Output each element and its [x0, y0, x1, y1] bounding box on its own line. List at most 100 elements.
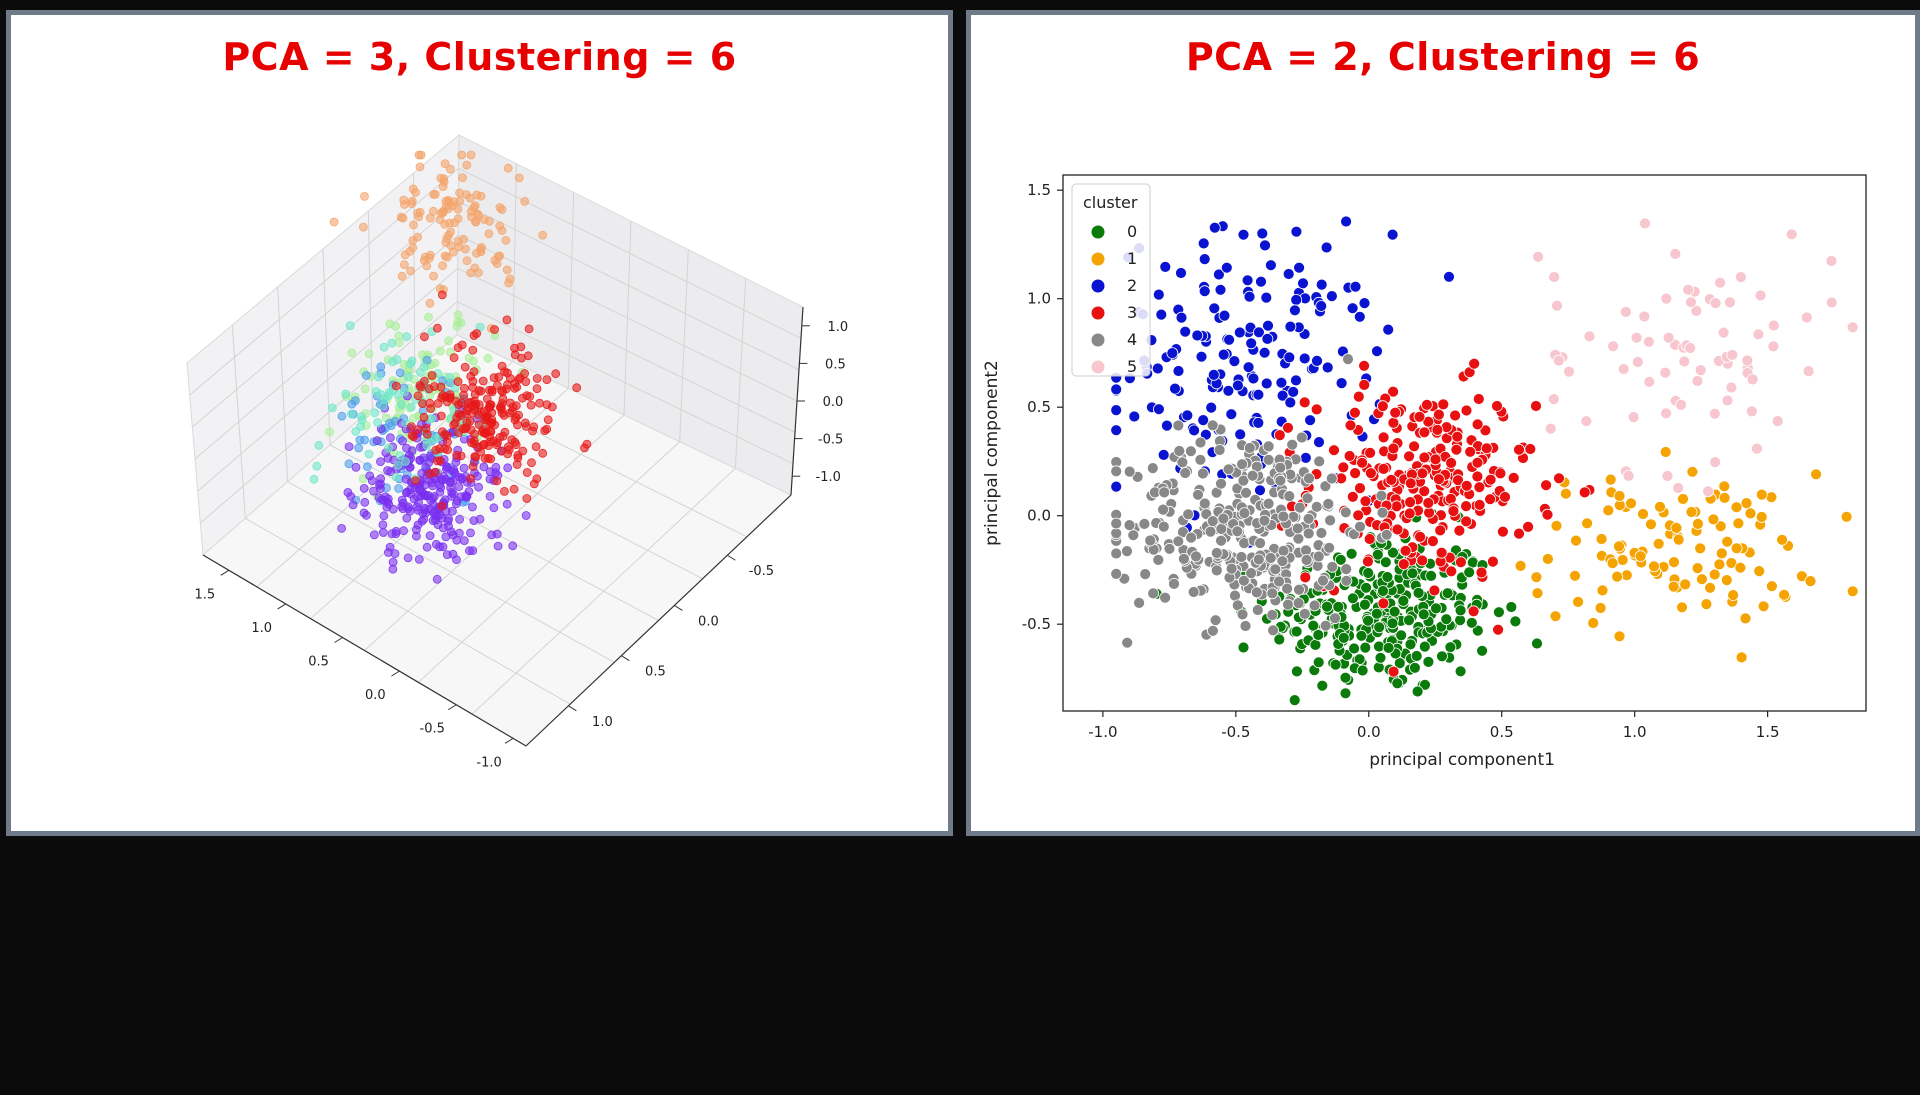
y-tick-label: -0.5 [749, 564, 774, 579]
scatter-point-cluster-3 [1423, 506, 1436, 519]
scatter-point-3d-series-3 [468, 546, 478, 555]
scatter-point-3d-series-5 [507, 406, 517, 416]
scatter-point-cluster-5 [1660, 407, 1672, 420]
scatter-point-3d-series-0 [407, 199, 417, 209]
scatter-point-cluster-1 [1587, 617, 1600, 629]
scatter-point-cluster-1 [1613, 630, 1626, 643]
scatter-point-cluster-3 [1344, 419, 1357, 432]
scatter-point-cluster-3 [1348, 406, 1361, 419]
scatter-point-cluster-1 [1530, 571, 1543, 584]
scatter-point-cluster-4 [1237, 574, 1250, 587]
scatter-point-3d-series-0 [443, 204, 453, 214]
scatter-point-3d-series-4 [356, 412, 366, 422]
scatter-point-cluster-4 [1213, 444, 1226, 456]
scatter-point-cluster-0 [1360, 581, 1373, 594]
scatter-point-3d-series-0 [476, 191, 486, 201]
scatter-point-cluster-2 [1297, 277, 1309, 290]
scatter-point-3d-series-0 [429, 271, 439, 281]
scatter-point-cluster-2 [1252, 388, 1265, 401]
scatter-point-cluster-5 [1669, 247, 1682, 260]
scatter-point-cluster-1 [1694, 542, 1707, 555]
scatter-point-cluster-0 [1290, 665, 1303, 678]
scatter-point-cluster-3 [1418, 451, 1431, 464]
scatter-point-3d-series-3 [479, 462, 489, 472]
scatter-point-3d-series-0 [520, 196, 530, 206]
z-tick-label: -0.5 [818, 433, 843, 448]
scatter-point-cluster-4 [1283, 490, 1296, 503]
scatter-point-3d-series-5 [543, 415, 553, 425]
scatter-point-cluster-3 [1298, 396, 1311, 409]
scatter-point-cluster-1 [1766, 580, 1778, 593]
scatter-point-3d-series-5 [517, 393, 527, 403]
scatter-point-3d-series-4 [387, 338, 397, 348]
scatter-point-3d-series-5 [426, 404, 436, 413]
scatter-point-cluster-3 [1494, 467, 1507, 480]
scatter-point-cluster-2 [1242, 361, 1255, 374]
y-tick [674, 605, 683, 611]
scatter-point-3d-series-3 [360, 497, 370, 507]
scatter-point-cluster-3 [1471, 470, 1484, 483]
scatter-point-3d-series-5 [453, 343, 463, 353]
scatter-point-cluster-1 [1514, 560, 1527, 572]
scatter-point-cluster-2 [1293, 261, 1306, 274]
scatter-point-cluster-2 [1386, 228, 1399, 241]
scatter-point-3d-series-0 [453, 214, 463, 224]
scatter-point-3d-series-2 [347, 399, 357, 409]
scatter-point-cluster-5 [1631, 356, 1644, 368]
x-tick-label: 1.5 [1756, 723, 1780, 741]
scatter-point-cluster-1 [1686, 465, 1699, 478]
scatter-point-3d-series-0 [400, 250, 410, 260]
scatter-point-cluster-5 [1721, 394, 1734, 407]
scatter-point-cluster-3 [1445, 457, 1458, 469]
scatter-point-cluster-5 [1638, 310, 1651, 323]
scatter-point-3d-series-5 [492, 476, 502, 486]
scatter-point-cluster-4 [1245, 567, 1258, 579]
scatter-point-cluster-5 [1580, 415, 1593, 428]
scatter-point-cluster-5 [1685, 296, 1697, 309]
scatter-point-3d-series-5 [455, 411, 465, 421]
scatter-point-3d-series-5 [449, 353, 459, 363]
scatter-point-3d-series-2 [361, 370, 371, 380]
scatter-point-cluster-5 [1767, 340, 1780, 353]
scatter-point-3d-series-3 [432, 574, 442, 584]
scatter-point-3d-series-3 [461, 492, 471, 502]
scatter-point-cluster-4 [1190, 550, 1202, 563]
scatter-point-3d-series-3 [444, 521, 454, 531]
scatter-point-cluster-0 [1373, 640, 1385, 653]
legend-box [1071, 183, 1151, 377]
scatter-point-cluster-2 [1261, 332, 1274, 345]
scatter-point-3d-series-3 [415, 455, 425, 465]
scatter-point-3d-series-4 [406, 359, 415, 369]
scatter-point-3d-series-3 [459, 536, 469, 545]
scatter-point-3d-series-0 [495, 221, 505, 231]
scatter-point-3d-series-0 [476, 247, 486, 257]
scatter-point-3d-series-0 [514, 173, 524, 183]
legend-marker-cluster-2 [1091, 279, 1105, 293]
scatter-point-cluster-4 [1206, 419, 1219, 432]
scatter-point-3d-series-5 [510, 383, 520, 393]
scatter-point-3d-series-5 [540, 426, 550, 436]
left-chart-title: PCA = 3, Clustering = 6 [222, 35, 737, 79]
scatter-point-cluster-4 [1110, 465, 1123, 478]
scatter-point-cluster-0 [1393, 657, 1406, 669]
scatter-point-cluster-3 [1432, 473, 1445, 486]
scatter-point-3d-series-3 [431, 539, 441, 549]
scatter-point-cluster-5 [1825, 255, 1838, 267]
scatter-point-cluster-4 [1239, 620, 1252, 632]
scatter-point-cluster-2 [1284, 320, 1297, 333]
scatter-point-cluster-0 [1454, 665, 1467, 678]
scatter-point-3d-series-0 [453, 204, 463, 214]
scatter-point-cluster-4 [1342, 353, 1354, 366]
scatter-point-cluster-3 [1513, 443, 1525, 456]
scatter-point-cluster-2 [1443, 270, 1455, 283]
scatter-point-cluster-2 [1290, 293, 1303, 306]
scatter-point-3d-series-5 [513, 453, 523, 463]
scatter-point-cluster-4 [1157, 503, 1170, 516]
scatter-point-cluster-1 [1810, 468, 1822, 481]
scatter-point-cluster-0 [1466, 556, 1479, 569]
scatter-point-cluster-0 [1391, 677, 1404, 690]
scatter-point-3d-series-0 [439, 177, 449, 187]
scatter-point-cluster-2 [1152, 403, 1165, 416]
scatter-point-cluster-3 [1499, 491, 1511, 503]
scatter-point-cluster-2 [1155, 308, 1168, 321]
